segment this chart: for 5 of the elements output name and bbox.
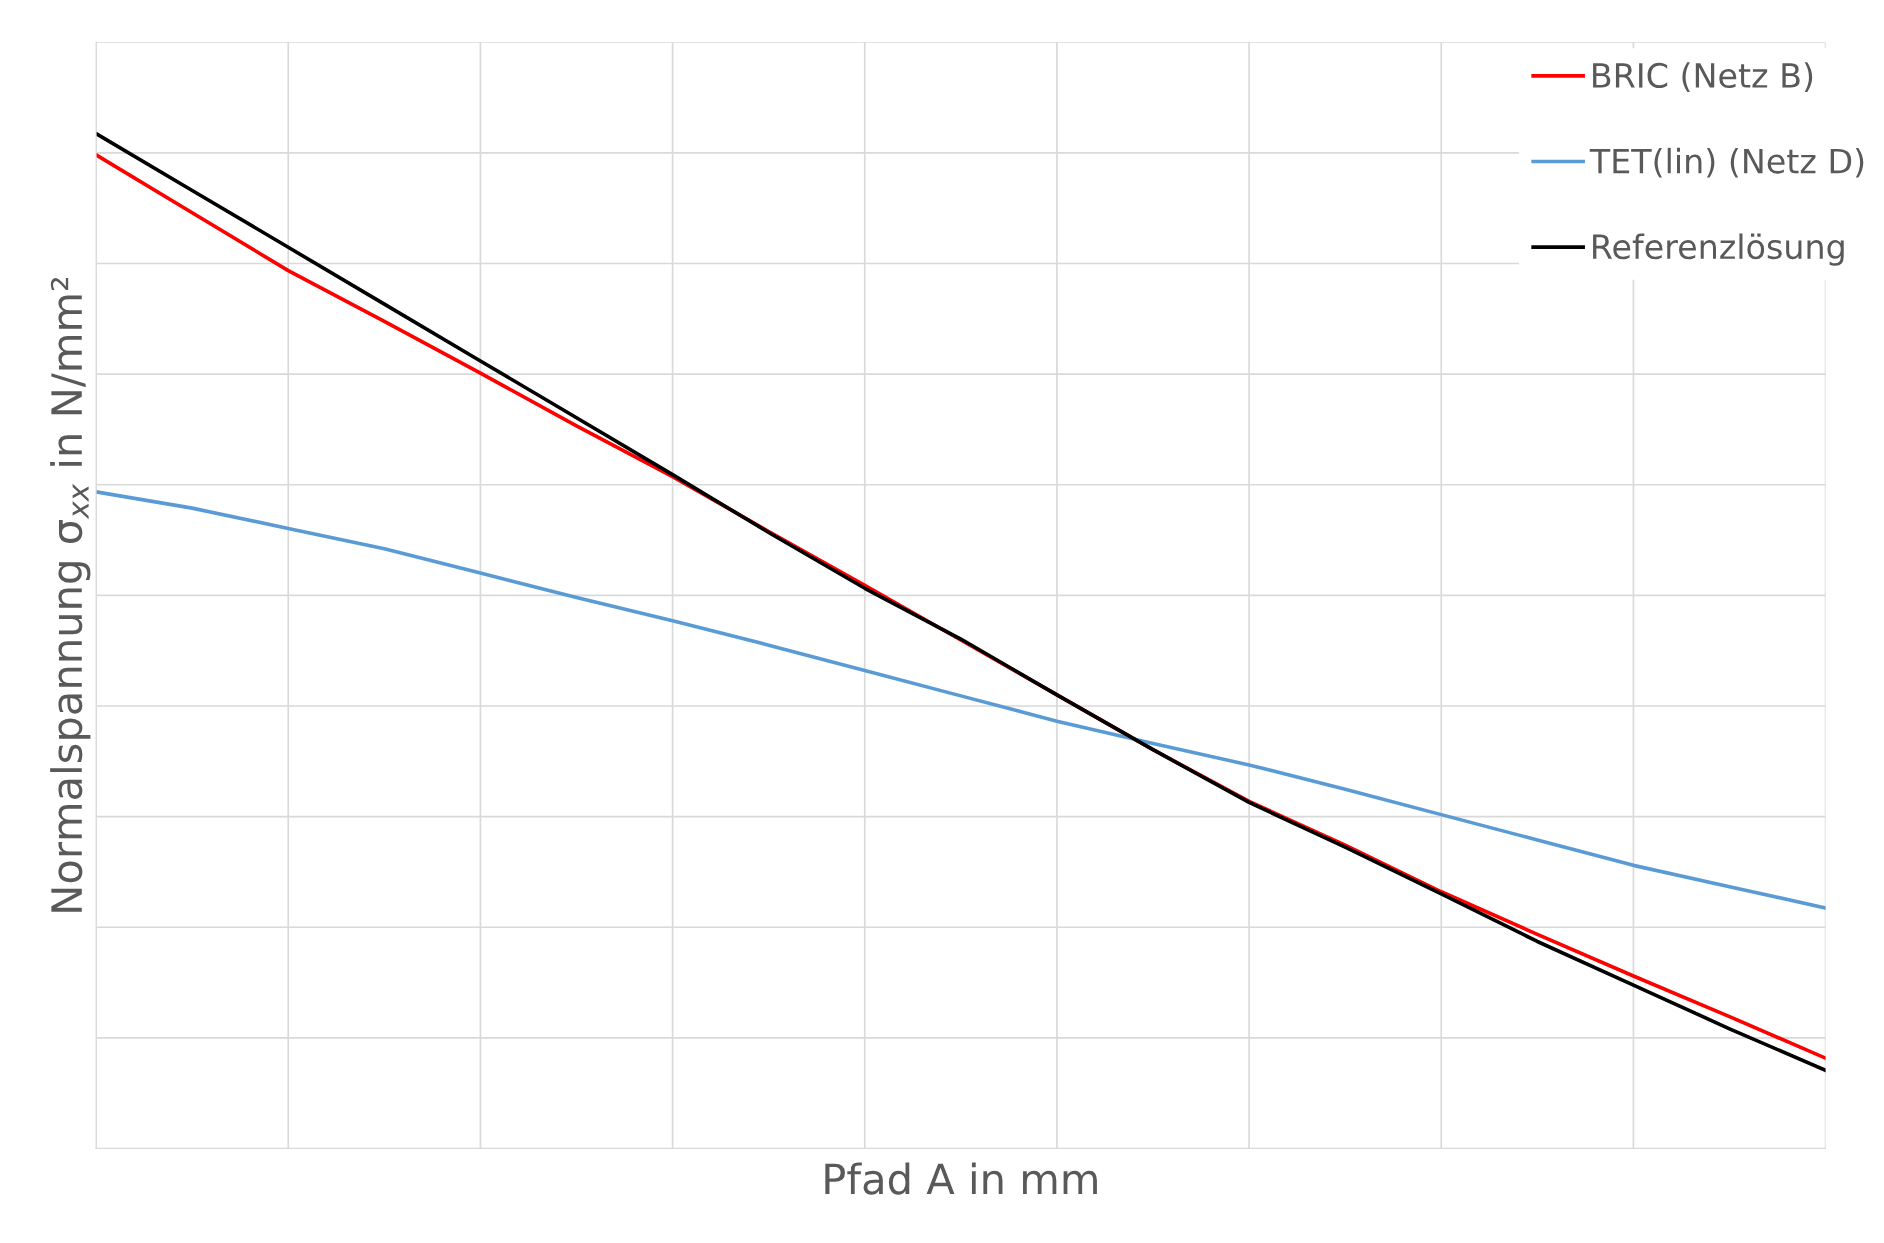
legend-label: BRIC (Netz B) bbox=[1593, 62, 1813, 92]
legend-label: Referenzlösung bbox=[1593, 233, 1844, 266]
x-axis-title: Pfad A in mm bbox=[825, 1162, 1097, 1195]
legend-label: TET(lin) (Netz D) bbox=[1589, 147, 1864, 178]
y-axis-title: Normalspannung σ$_{xx}$ in N/mm² bbox=[50, 277, 91, 912]
